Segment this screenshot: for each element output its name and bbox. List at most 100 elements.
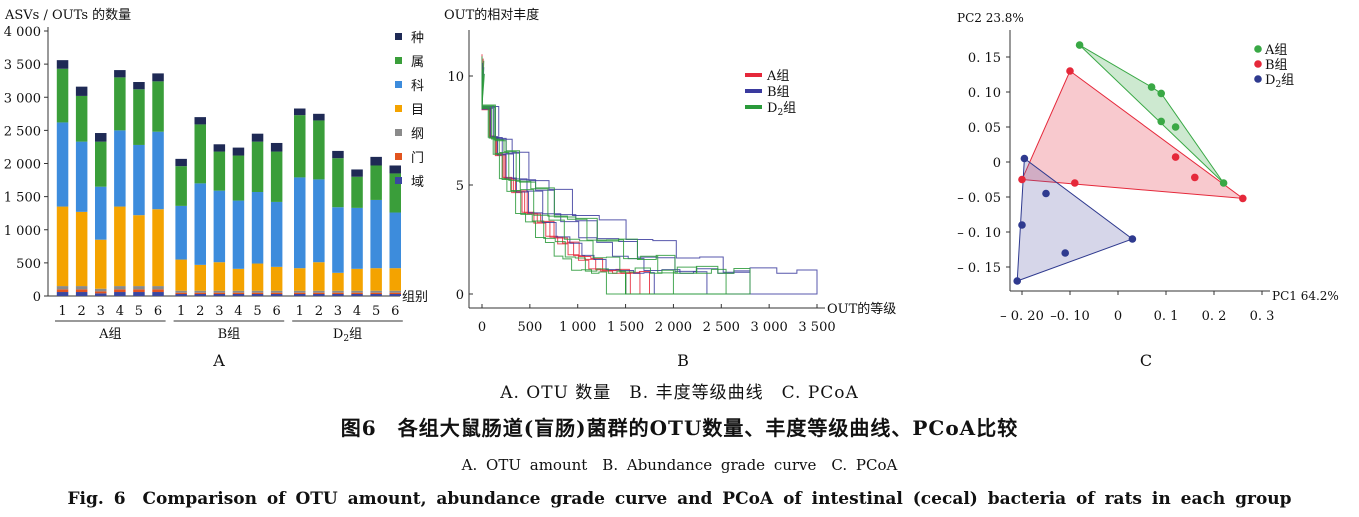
bar-segment-属 [152,81,164,132]
legend-label: 科 [411,79,424,94]
point-A组 [1171,123,1180,131]
y-tick-label: 0. 05 [968,121,1001,136]
legend-label-part: 组 [783,101,796,116]
caption-title-cn: 图6 各组大鼠肠道(盲肠)菌群的OTU数量、丰度等级曲线、PCoA比较 [340,416,1019,440]
x-tick-label: 0 [1114,309,1122,324]
x-tick-label: 0. 1 [1154,309,1179,324]
bar-segment-科 [294,177,306,269]
bar-segment-种 [133,82,145,90]
x-axis-title: OUT的等级 [827,301,896,317]
group-label-part: D [333,327,343,342]
legend-label-part: 2 [777,108,783,118]
y-tick-label: 3 000 [4,91,41,106]
bar-segment-门 [389,292,401,295]
y-tick-label: 2 000 [4,158,41,173]
bar-segment-目 [332,272,344,291]
caption-title-en: Fig. 6 Comparison of OTU amount, abundan… [67,489,1292,509]
group-label: B组 [218,327,241,342]
bar-segment-目 [294,268,306,291]
bar-segment-域 [213,294,226,296]
bar-segment-种 [232,147,245,156]
bar-segment-门 [175,292,187,295]
bar-segment-域 [370,294,382,296]
hull-D2组 [1016,157,1134,282]
bar-segment-目 [232,268,245,291]
x-axis-title: 组别 [402,290,428,305]
bar-segment-门 [351,292,363,295]
group-label: A组 [98,327,121,342]
bar-segment-种 [313,113,325,121]
legend-swatch-目 [395,105,402,112]
y-tick-label: 4 000 [4,25,41,40]
legend-label: 门 [411,151,424,166]
panel-label-a: A [212,351,225,370]
bar-segment-目 [194,264,206,291]
bar-segment-纲 [194,290,206,293]
bar-segment-科 [133,144,145,216]
y-tick-label: 3 500 [4,58,41,73]
x-tick-label: 3 [334,304,342,319]
bar-segment-属 [332,158,344,208]
legend-swatch-种 [395,33,402,40]
x-tick-label: 1 000 [559,320,596,335]
x-tick-label: 1 500 [607,320,644,335]
legend-swatch-B组 [1254,60,1262,68]
curve-B组 [481,78,751,295]
bar-segment-纲 [270,290,283,293]
caption-subtitle-en: A. OTU amount B. Abundance grade curve C… [461,456,898,474]
x-tick-label: 6 [154,304,162,319]
bar-segment-目 [75,211,88,287]
bar-segment-域 [251,294,264,296]
x-tick-label: 5 [253,304,261,319]
bar-segment-纲 [294,290,306,293]
bar-segment-门 [56,289,69,293]
y-tick-label: 1 500 [4,191,41,206]
legend-label: A组 [766,69,789,84]
bar-segment-纲 [75,286,88,290]
bar-segment-种 [332,150,344,159]
bar-segment-门 [75,289,88,293]
y-tick-label: 2 500 [4,124,41,139]
x-tick-label: 5 [135,304,143,319]
curve-D2组 [481,69,627,294]
bar-segment-科 [56,122,69,207]
bar-segment-域 [133,292,145,296]
group-label: D2组 [333,327,362,344]
curve-D2组 [481,56,627,295]
bar-segment-域 [313,294,325,296]
y-tick-label: 0. 10 [968,86,1001,101]
x-tick-label: 1 [177,304,185,319]
bar-segment-门 [313,292,325,295]
bar-segment-纲 [370,290,382,293]
bar-segment-目 [175,259,187,291]
bar-segment-种 [251,133,264,142]
point-A组 [1147,83,1156,91]
bar-segment-目 [251,263,264,291]
panel-b-rank-abundance-chart: OUT的相对丰度 0 5 10 0 500 1 000 1 500 2 000 2 500 3 00… [444,7,896,370]
bar-segment-科 [194,183,206,265]
bar-segment-目 [313,262,325,291]
bar-segment-域 [270,294,283,296]
y-axis-title: PC2 23.8% [957,11,1024,25]
bar-segment-目 [270,266,283,291]
bar-segment-属 [389,173,401,213]
bar-segment-属 [75,95,88,142]
bar-segment-门 [294,292,306,295]
bar-segment-属 [95,141,107,187]
bar-segment-目 [56,206,69,287]
bar-segment-科 [75,141,88,212]
bar-segment-科 [114,130,126,207]
bar-segment-科 [370,199,382,269]
bar-segment-种 [389,165,401,174]
bar-segment-属 [294,115,306,178]
bar-segment-科 [152,131,164,210]
bar-segment-门 [133,289,145,293]
legend-label-part: 2 [1275,80,1281,90]
bar-segment-目 [213,262,226,291]
bar-segment-目 [114,206,126,287]
x-tick-label: –0. 10 [1050,309,1090,324]
bar-segment-种 [56,60,69,69]
legend-swatch-科 [395,81,402,88]
bar-segment-门 [152,289,164,293]
x-tick-label: 1 [296,304,304,319]
